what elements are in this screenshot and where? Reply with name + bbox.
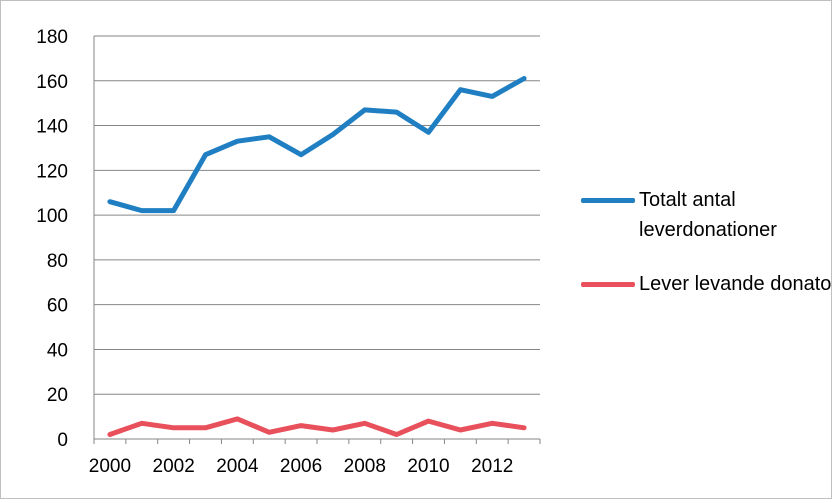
y-axis-tick-labels: 0 20 40 60 80 100 120 140 160 180 (36, 27, 68, 451)
legend-swatch-living-donor (581, 282, 635, 287)
x-tick-label: 2006 (280, 456, 322, 477)
x-tick-label: 2012 (471, 456, 513, 477)
y-tick-label: 0 (57, 430, 68, 451)
y-tick-label: 100 (36, 206, 68, 227)
x-tick-label: 2002 (153, 456, 195, 477)
x-axis-tick-labels: 2000 2002 2004 2006 2008 2010 2012 (89, 456, 514, 477)
series-line-total (107, 76, 527, 214)
y-tick-label: 120 (36, 161, 68, 182)
series-lines (107, 76, 527, 437)
legend-label-living-donor: Lever levande donator (639, 273, 832, 295)
y-tick-label: 40 (47, 340, 68, 361)
legend-label-total: Totalt antal leverdonationer (639, 189, 777, 241)
y-tick-label: 80 (47, 251, 68, 272)
y-tick-label: 140 (36, 117, 68, 138)
gridlines (94, 35, 540, 395)
y-tick-label: 180 (36, 27, 68, 48)
legend-swatch-total (581, 198, 635, 203)
x-tick-label: 2004 (216, 456, 259, 477)
y-tick-label: 20 (47, 385, 68, 406)
x-tick-label: 2010 (407, 456, 449, 477)
series-line-living-donor (107, 416, 527, 437)
x-tick-label: 2008 (344, 456, 386, 477)
y-tick-label: 160 (36, 72, 68, 93)
y-tick-label: 60 (47, 296, 68, 317)
x-tick-label: 2000 (89, 456, 131, 477)
axes (93, 36, 541, 444)
